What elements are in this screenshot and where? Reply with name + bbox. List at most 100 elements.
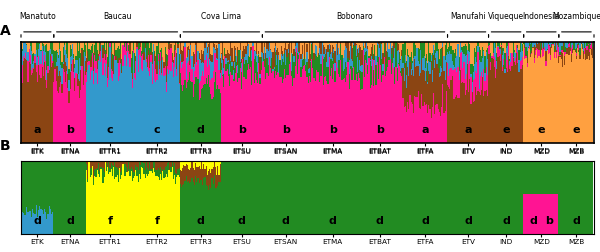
Bar bbox=[44, 161, 45, 209]
Bar bbox=[100, 43, 101, 44]
Bar bbox=[372, 161, 373, 234]
Bar bbox=[215, 51, 216, 54]
Bar bbox=[157, 43, 158, 47]
Bar bbox=[544, 161, 545, 194]
Bar bbox=[202, 89, 203, 144]
Bar bbox=[23, 161, 24, 213]
Bar bbox=[296, 161, 297, 234]
Bar bbox=[264, 48, 265, 60]
Bar bbox=[181, 171, 182, 187]
Bar bbox=[526, 48, 527, 56]
Bar bbox=[364, 48, 365, 55]
Bar bbox=[482, 48, 483, 59]
Bar bbox=[517, 46, 518, 49]
Bar bbox=[89, 178, 91, 234]
Bar bbox=[182, 168, 183, 185]
Bar bbox=[197, 61, 199, 80]
Bar bbox=[470, 75, 472, 78]
Bar bbox=[532, 49, 533, 144]
Bar bbox=[412, 71, 413, 104]
Bar bbox=[560, 47, 562, 51]
Bar bbox=[551, 194, 553, 234]
Bar bbox=[435, 161, 436, 234]
Bar bbox=[226, 43, 227, 55]
Bar bbox=[282, 43, 283, 52]
Bar bbox=[499, 51, 500, 57]
Bar bbox=[475, 52, 476, 58]
Bar bbox=[221, 43, 222, 54]
Bar bbox=[307, 78, 308, 144]
Bar bbox=[35, 205, 37, 234]
Bar bbox=[413, 113, 414, 144]
Bar bbox=[105, 161, 106, 162]
Bar bbox=[328, 67, 329, 84]
Bar bbox=[439, 161, 440, 234]
Bar bbox=[310, 82, 311, 144]
Bar bbox=[370, 61, 371, 88]
Bar bbox=[269, 58, 270, 144]
Bar bbox=[47, 214, 49, 234]
Bar bbox=[255, 161, 256, 234]
Bar bbox=[565, 55, 566, 144]
Bar bbox=[134, 43, 135, 54]
Bar bbox=[37, 43, 38, 58]
Bar bbox=[271, 161, 272, 234]
Bar bbox=[168, 161, 169, 170]
Bar bbox=[382, 65, 383, 71]
Bar bbox=[430, 53, 431, 63]
Bar bbox=[521, 161, 522, 234]
Bar bbox=[215, 54, 216, 73]
Bar bbox=[170, 45, 172, 49]
Bar bbox=[130, 55, 131, 68]
Bar bbox=[358, 48, 359, 54]
Bar bbox=[576, 161, 577, 234]
Bar bbox=[576, 57, 577, 60]
Bar bbox=[361, 73, 362, 90]
Bar bbox=[367, 49, 368, 66]
Bar bbox=[409, 95, 410, 144]
Bar bbox=[65, 83, 66, 144]
Bar bbox=[270, 67, 271, 69]
Bar bbox=[514, 43, 515, 51]
Bar bbox=[584, 48, 585, 55]
Bar bbox=[502, 55, 503, 68]
Bar bbox=[590, 46, 591, 49]
Bar bbox=[298, 161, 299, 234]
Bar bbox=[404, 161, 405, 234]
Bar bbox=[50, 43, 51, 50]
Bar bbox=[414, 43, 415, 56]
Bar bbox=[209, 66, 210, 88]
Bar bbox=[133, 179, 134, 234]
Bar bbox=[333, 65, 334, 144]
Bar bbox=[564, 53, 565, 57]
Bar bbox=[539, 194, 541, 234]
Bar bbox=[152, 85, 153, 144]
Bar bbox=[576, 43, 577, 49]
Bar bbox=[232, 49, 233, 62]
Bar bbox=[250, 52, 251, 68]
Bar bbox=[326, 62, 328, 68]
Bar bbox=[530, 194, 532, 234]
Bar bbox=[359, 46, 360, 61]
Bar bbox=[485, 91, 487, 144]
Bar bbox=[220, 93, 221, 144]
Bar bbox=[109, 44, 110, 48]
Bar bbox=[590, 49, 591, 50]
Bar bbox=[420, 110, 421, 144]
Bar bbox=[154, 52, 155, 54]
Bar bbox=[512, 58, 514, 144]
Bar bbox=[135, 80, 136, 144]
Bar bbox=[207, 85, 208, 144]
Bar bbox=[188, 43, 189, 47]
Bar bbox=[314, 45, 316, 55]
Bar bbox=[331, 60, 332, 69]
Bar bbox=[350, 67, 351, 70]
Bar bbox=[355, 43, 356, 44]
Bar bbox=[544, 43, 545, 48]
Bar bbox=[418, 161, 419, 234]
Bar bbox=[568, 161, 569, 234]
Bar bbox=[347, 43, 349, 59]
Bar bbox=[179, 83, 180, 84]
Bar bbox=[535, 56, 536, 144]
Bar bbox=[374, 46, 376, 61]
